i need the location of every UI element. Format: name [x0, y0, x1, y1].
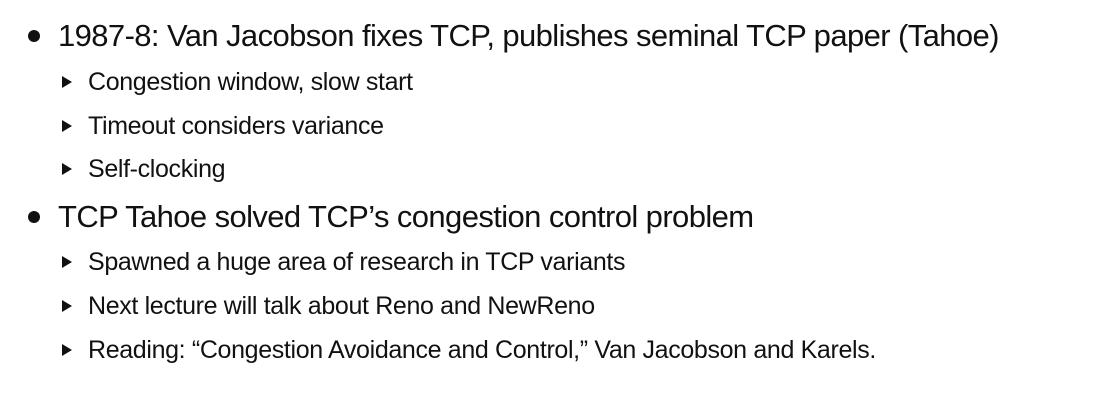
triangle-bullet-icon: [62, 120, 72, 132]
sub-bullet-text: Reading: “Congestion Avoidance and Contr…: [88, 336, 876, 364]
triangle-bullet-icon: [62, 256, 72, 268]
sub-bullet-text: Timeout considers variance: [88, 112, 384, 140]
sub-bullet-item: Congestion window, slow start: [0, 64, 1096, 100]
bullet-item: 1987-8: Van Jacobson fixes TCP, publishe…: [0, 16, 1096, 60]
triangle-bullet-icon: [62, 344, 72, 356]
disc-bullet-icon: [28, 211, 40, 223]
disc-bullet-icon: [28, 30, 40, 42]
sub-bullet-text: Next lecture will talk about Reno and Ne…: [88, 292, 595, 320]
sub-bullet-text: Self-clocking: [88, 155, 226, 183]
bullet-text: 1987-8: Van Jacobson fixes TCP, publishe…: [58, 18, 999, 53]
bullet-text: TCP Tahoe solved TCP’s congestion contro…: [58, 199, 754, 234]
triangle-bullet-icon: [62, 76, 72, 88]
triangle-bullet-icon: [62, 163, 72, 175]
sub-bullet-text: Spawned a huge area of research in TCP v…: [88, 248, 626, 276]
triangle-bullet-icon: [62, 300, 72, 312]
bullet-item: TCP Tahoe solved TCP’s congestion contro…: [0, 197, 1096, 241]
sub-bullet-item: Next lecture will talk about Reno and Ne…: [0, 288, 1096, 324]
sub-bullet-item: Self-clocking: [0, 151, 1096, 187]
sub-bullet-item: Reading: “Congestion Avoidance and Contr…: [0, 332, 1096, 368]
sub-bullet-item: Timeout considers variance: [0, 108, 1096, 144]
sub-bullet-text: Congestion window, slow start: [88, 68, 413, 96]
sub-bullet-item: Spawned a huge area of research in TCP v…: [0, 244, 1096, 280]
